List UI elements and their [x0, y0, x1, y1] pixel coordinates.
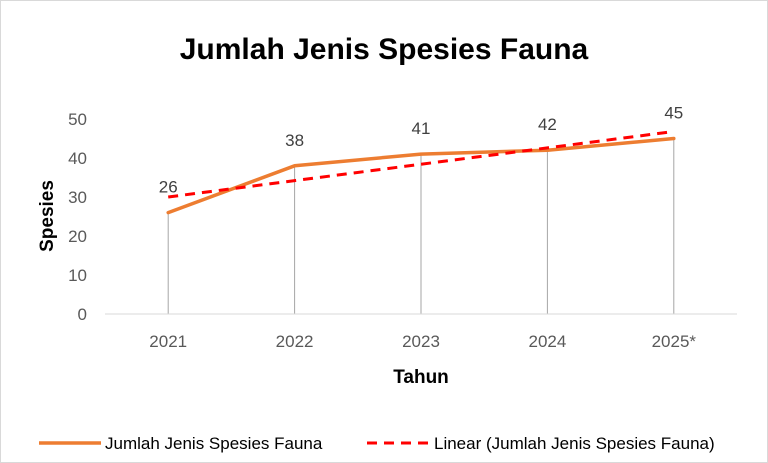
y-tick-group: 0 10 20 30 40 50: [68, 110, 87, 324]
data-label: 42: [538, 115, 557, 134]
data-label: 45: [664, 104, 683, 123]
x-tick-label: 2022: [276, 332, 314, 351]
y-axis-title: Spesies: [37, 180, 58, 252]
x-tick-group: 2021 2022 2023 2024 2025*: [149, 332, 696, 351]
data-label: 41: [412, 119, 431, 138]
legend-label-main: Jumlah Jenis Spesies Fauna: [105, 434, 323, 453]
x-tick-label: 2023: [402, 332, 440, 351]
chart-title: Jumlah Jenis Spesies Fauna: [180, 33, 589, 66]
data-label: 38: [285, 131, 304, 150]
x-tick-label: 2025*: [652, 332, 697, 351]
main-series-line: [166, 136, 676, 215]
x-axis-title: Tahun: [393, 367, 449, 388]
legend: Jumlah Jenis Spesies Fauna Linear (Jumlah…: [39, 434, 715, 453]
series-layer: [166, 129, 676, 215]
y-tick-label: 50: [68, 110, 87, 129]
y-tick-label: 20: [68, 227, 87, 246]
y-tick-label: 40: [68, 149, 87, 168]
x-tick-label: 2024: [528, 332, 566, 351]
x-tick-label: 2021: [149, 332, 187, 351]
data-label-layer: 26 38 41 42 45: [159, 104, 684, 197]
y-tick-label: 0: [78, 305, 87, 324]
y-tick-label: 30: [68, 188, 87, 207]
y-tick-label: 10: [68, 266, 87, 285]
drop-line-group: [167, 138, 675, 314]
legend-label-trendline: Linear (Jumlah Jenis Spesies Fauna): [434, 434, 715, 453]
data-label: 26: [159, 178, 178, 197]
